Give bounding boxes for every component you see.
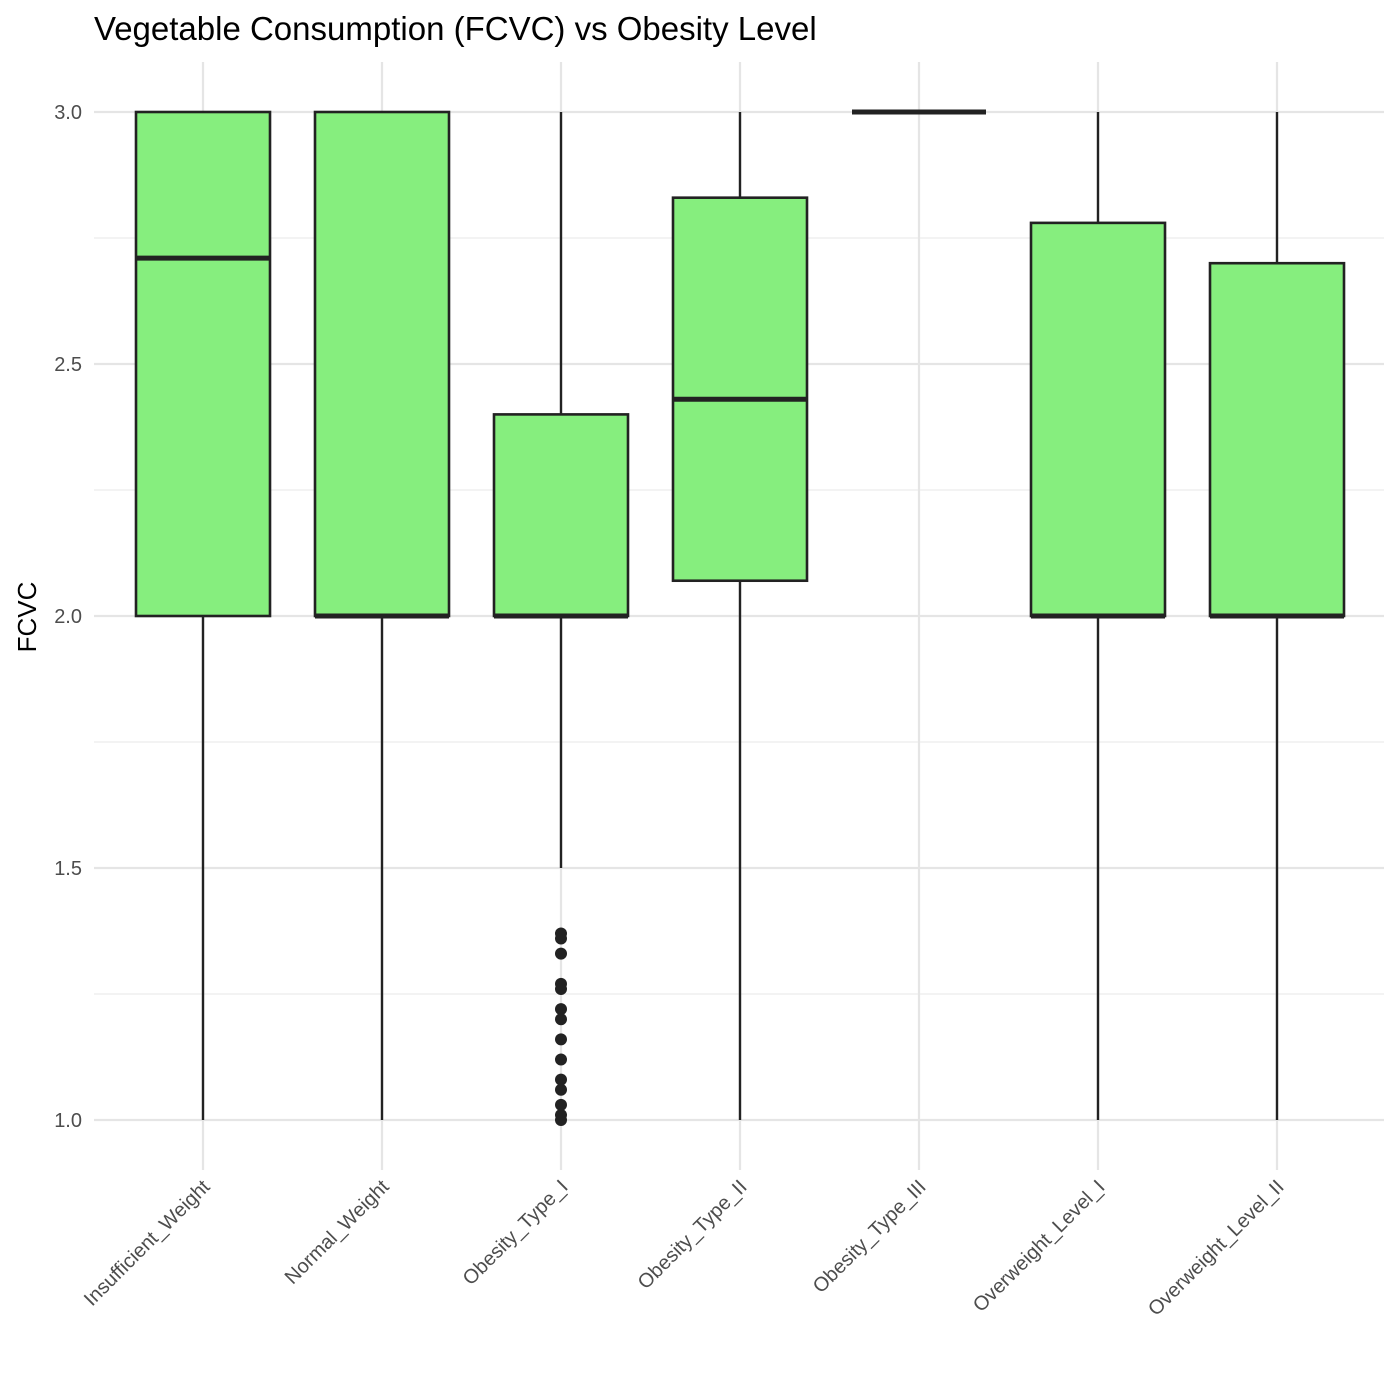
outlier-point <box>555 982 567 995</box>
x-tick-label: Overweight_Level_II <box>1144 1176 1288 1320</box>
outlier-point <box>555 1098 567 1111</box>
boxes <box>134 109 1346 1126</box>
x-tick-label: Obesity_Type_II <box>634 1176 752 1294</box>
x-tick-label: Insufficient_Weight <box>80 1176 215 1311</box>
outlier-point <box>555 932 567 945</box>
x-tick-label: Obesity_Type_III <box>809 1176 931 1298</box>
outlier-point <box>555 1083 567 1096</box>
y-axis-ticks: 1.0 1.5 2.0 2.5 3.0 <box>54 102 82 1132</box>
y-tick-label: 1.0 <box>54 1110 82 1132</box>
box-Overweight_Level_I <box>1029 112 1167 1120</box>
box-Obesity_Type_II <box>671 112 809 1120</box>
chart-title: Vegetable Consumption (FCVC) vs Obesity … <box>94 10 817 47</box>
x-tick-label: Obesity_Type_I <box>459 1176 573 1290</box>
box-iqr <box>671 196 809 583</box>
box-iqr <box>1029 221 1167 618</box>
box-iqr <box>492 413 630 618</box>
x-axis-ticks: Insufficient_Weight Normal_Weight Obesity_… <box>80 1176 1289 1321</box>
box-iqr <box>313 110 451 618</box>
box-Normal_Weight <box>313 110 451 1120</box>
y-axis-title: FCVC <box>12 582 42 653</box>
box-iqr <box>1208 261 1346 618</box>
box-Overweight_Level_II <box>1208 112 1346 1120</box>
y-tick-label: 2.5 <box>54 354 82 376</box>
y-tick-label: 1.5 <box>54 858 82 880</box>
box-Obesity_Type_I <box>492 112 630 1126</box>
outlier-point <box>555 1003 567 1016</box>
y-tick-label: 3.0 <box>54 102 82 124</box>
outlier-point <box>555 1033 567 1046</box>
x-tick-label: Overweight_Level_I <box>969 1176 1110 1317</box>
box-iqr <box>134 110 272 618</box>
outlier-point <box>555 1073 567 1086</box>
outlier-point <box>555 947 567 960</box>
outlier-point <box>555 1114 567 1126</box>
y-tick-label: 2.0 <box>54 606 82 628</box>
outlier-point <box>555 1013 567 1026</box>
outlier-point <box>555 1053 567 1066</box>
box-Insufficient_Weight <box>134 110 272 1120</box>
x-tick-label: Normal_Weight <box>281 1176 394 1289</box>
